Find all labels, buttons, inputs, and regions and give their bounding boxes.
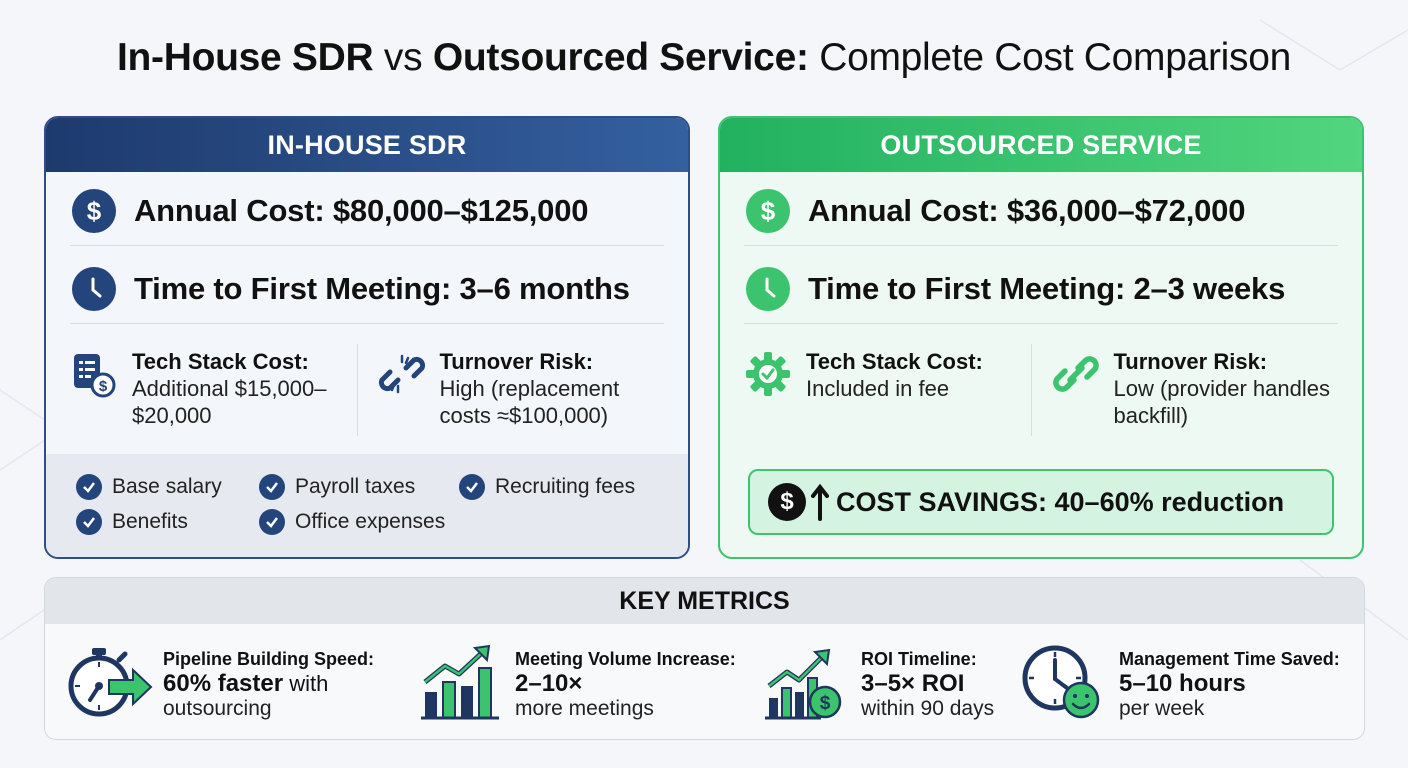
metric-label: ROI Timeline:: [861, 649, 977, 669]
key-metrics-panel: KEY METRICS Pipeline Building Speed: 60%…: [44, 577, 1365, 740]
inhouse-header: IN-HOUSE SDR: [46, 118, 688, 172]
link-icon: [1052, 356, 1099, 392]
outsourced-time-to-meeting: Time to First Meeting: 2–3 weeks: [808, 270, 1286, 306]
inhouse-turnover: Turnover Risk: High (replacement costs ≈…: [356, 344, 665, 436]
check-icon: [76, 474, 102, 500]
metric-sub: more meetings: [515, 697, 654, 720]
inhouse-annual-cost: Annual Cost: $80,000–$125,000: [134, 192, 589, 228]
metric-roi-timeline: $ ROI Timeline: 3–5× ROI within 90 days: [761, 642, 994, 722]
page-title: In-House SDR vs Outsourced Service: Comp…: [0, 36, 1408, 80]
outsourced-header: OUTSOURCED SERVICE: [720, 118, 1362, 172]
check-label: Recruiting fees: [495, 475, 636, 498]
bar-chart-growth-icon: [421, 644, 499, 720]
metric-value: 60% faster: [163, 670, 284, 697]
check-item: Payroll taxes: [259, 474, 415, 500]
outsourced-annual-cost: Annual Cost: $36,000–$72,000: [808, 192, 1246, 228]
inhouse-cost-items: Base salary Payroll taxes Recruiting fee…: [46, 454, 688, 557]
metric-label: Meeting Volume Increase:: [515, 649, 736, 669]
gear-check-icon: [746, 352, 790, 396]
broken-link-icon: [378, 354, 425, 394]
title-inhouse: In-House SDR: [116, 36, 374, 79]
invoice-dollar-icon: $: [74, 354, 116, 398]
check-icon: [459, 474, 485, 500]
dollar-circle-icon: $: [768, 483, 806, 521]
inhouse-turnover-label: Turnover Risk:: [439, 349, 594, 374]
metric-sub: outsourcing: [163, 697, 272, 720]
outsourced-turnover-value-2: backfill): [1113, 403, 1189, 428]
key-metrics-header: KEY METRICS: [45, 578, 1364, 624]
clock-icon: [72, 266, 116, 311]
outsourced-annual-cost-row: $ Annual Cost: $36,000–$72,000: [744, 176, 1338, 246]
inhouse-details: $ Tech Stack Cost: Additional $15,000– $…: [70, 344, 664, 436]
inhouse-turnover-value-1: High (replacement: [439, 376, 620, 401]
check-item: Benefits: [76, 509, 188, 535]
check-label: Office expenses: [295, 510, 446, 533]
inhouse-annual-cost-row: $ Annual Cost: $80,000–$125,000: [70, 176, 664, 246]
metric-sub: within 90 days: [861, 697, 995, 720]
check-label: Payroll taxes: [295, 475, 416, 498]
check-item: Office expenses: [259, 509, 445, 535]
metric-pipeline-speed: Pipeline Building Speed: 60% faster with…: [63, 642, 374, 722]
cost-savings-text: COST SAVINGS: 40–60% reduction: [836, 486, 1285, 517]
cost-savings-banner: $ COST SAVINGS: 40–60% reduction: [748, 469, 1334, 535]
metric-management-time: Management Time Saved: 5–10 hours per we…: [1019, 642, 1340, 722]
metric-value: 5–10 hours: [1119, 670, 1246, 697]
metric-sub: per week: [1119, 697, 1205, 720]
outsourced-turnover-value-1: Low (provider handles: [1113, 376, 1330, 401]
check-item: Recruiting fees: [459, 474, 635, 500]
metric-label: Pipeline Building Speed:: [163, 649, 375, 669]
inhouse-card: IN-HOUSE SDR $ Annual Cost: $80,000–$125…: [44, 116, 690, 559]
inhouse-turnover-value-2: costs ≈$100,000): [439, 403, 609, 428]
check-label: Base salary: [112, 475, 222, 498]
check-icon: [76, 509, 102, 535]
arrow-up-icon: [811, 483, 829, 521]
metric-meeting-volume: Meeting Volume Increase: 2–10× more meet…: [415, 642, 736, 722]
metric-value: 2–10×: [515, 670, 583, 697]
metric-value: 3–5× ROI: [861, 670, 965, 697]
svg-text:$: $: [87, 196, 102, 226]
outsourced-tech-stack-label: Tech Stack Cost:: [806, 349, 983, 374]
metric-value-suffix: with: [283, 671, 329, 696]
inhouse-time-to-meeting: Time to First Meeting: 3–6 months: [134, 270, 630, 306]
svg-text:$: $: [99, 378, 108, 395]
outsourced-time-row: Time to First Meeting: 2–3 weeks: [744, 254, 1338, 324]
inhouse-tech-stack: $ Tech Stack Cost: Additional $15,000– $…: [70, 344, 357, 436]
title-outsourced: Outsourced Service:: [432, 36, 809, 79]
title-subtitle: Complete Cost Comparison: [819, 36, 1292, 79]
inhouse-tech-stack-value-1: Additional $15,000–: [132, 376, 327, 401]
outsourced-tech-stack-value: Included in fee: [806, 376, 950, 401]
outsourced-turnover: Turnover Risk: Low (provider handles bac…: [1030, 344, 1339, 436]
stopwatch-arrow-icon: [68, 648, 153, 717]
check-icon: [259, 474, 285, 500]
outsourced-details: Tech Stack Cost: Included in fee Turnove…: [744, 344, 1338, 436]
metric-label: Management Time Saved:: [1119, 649, 1340, 669]
dollar-icon: $: [72, 188, 116, 233]
check-item: Base salary: [76, 474, 222, 500]
inhouse-tech-stack-value-2: $20,000: [132, 403, 212, 428]
dollar-icon: $: [746, 188, 790, 233]
clock-icon: [746, 266, 790, 311]
chart-dollar-icon: $: [765, 648, 842, 720]
outsourced-turnover-label: Turnover Risk:: [1113, 349, 1268, 374]
check-icon: [259, 509, 285, 535]
check-label: Benefits: [112, 510, 188, 533]
clock-smile-icon: [1022, 645, 1100, 719]
title-vs: vs: [383, 36, 423, 79]
svg-text:$: $: [761, 196, 776, 226]
outsourced-card: OUTSOURCED SERVICE $ Annual Cost: $36,00…: [718, 116, 1364, 559]
inhouse-tech-stack-label: Tech Stack Cost:: [132, 349, 309, 374]
outsourced-tech-stack: Tech Stack Cost: Included in fee: [744, 344, 1031, 436]
inhouse-time-row: Time to First Meeting: 3–6 months: [70, 254, 664, 324]
svg-text:$: $: [820, 693, 831, 714]
